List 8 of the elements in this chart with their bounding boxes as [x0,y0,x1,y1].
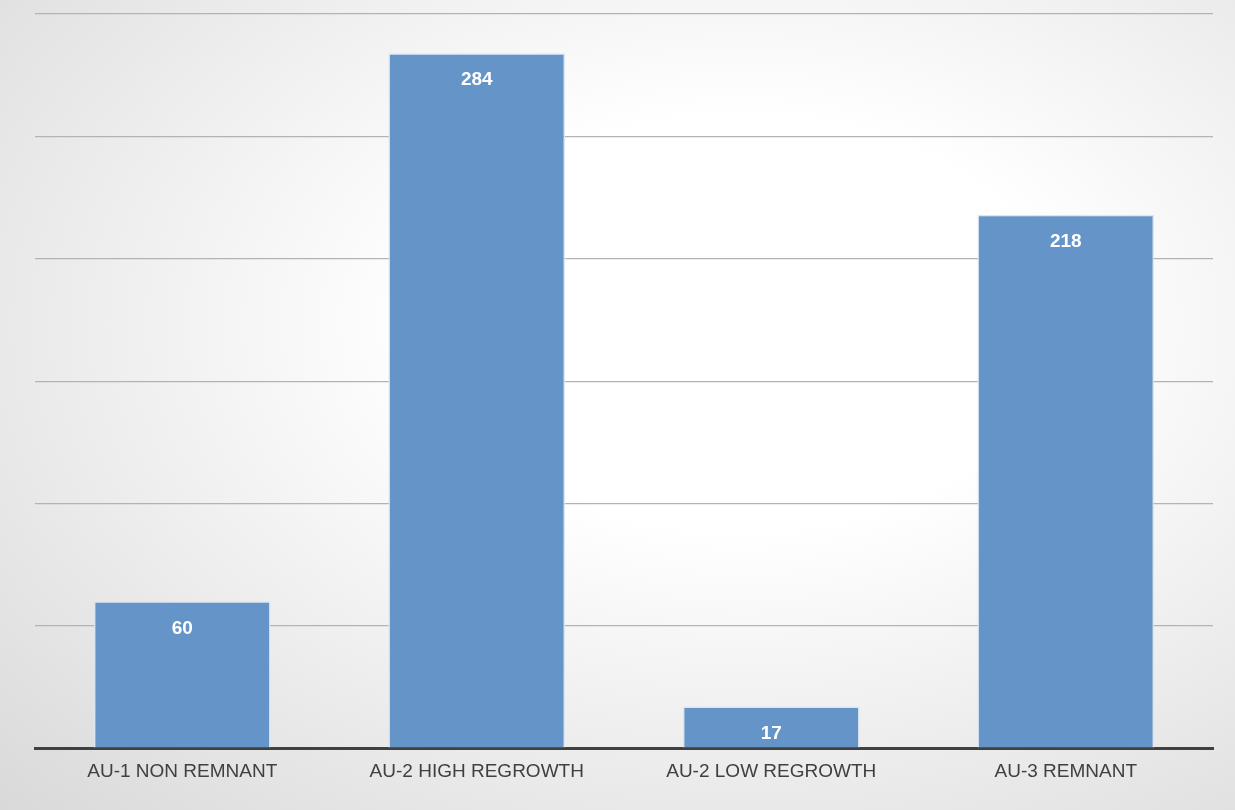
x-tick-label: AU-3 REMNANT [994,759,1138,781]
x-tick-label: AU-2 HIGH REGROWTH [369,759,584,781]
data-label: 284 [460,68,494,90]
data-label: 218 [1049,229,1082,251]
x-tick-label: AU-2 LOW REGROWTH [666,759,877,781]
data-label: 17 [760,721,782,743]
x-tick-label: AU-1 NON REMNANT [87,759,278,781]
data-label: 60 [171,616,193,638]
